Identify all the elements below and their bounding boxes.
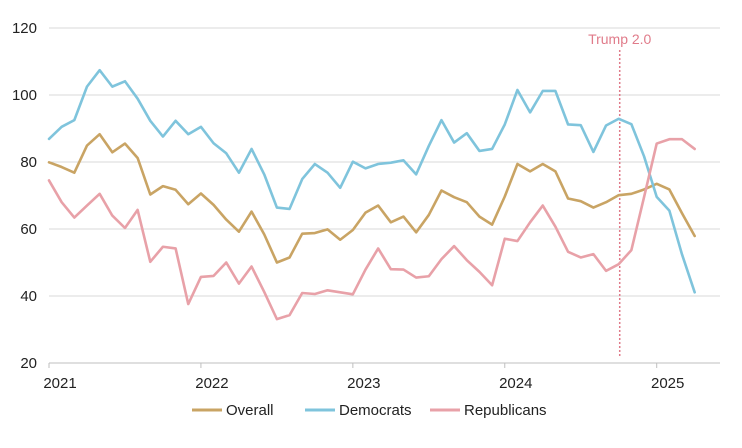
annotation: Trump 2.0	[588, 31, 652, 357]
y-tick-labels: 20 40 60 80 100 120	[12, 20, 37, 372]
y-tick-label: 80	[20, 154, 37, 171]
series-line-overall	[47, 132, 696, 264]
x-tick-label: 2023	[347, 375, 380, 392]
x-tick-label: 2021	[43, 375, 76, 392]
x-tick-labels: 2021 2022 2023 2024 2025	[43, 363, 684, 392]
series-line-republicans	[47, 137, 696, 321]
x-tick-label: 2024	[499, 375, 532, 392]
x-tick-label: 2022	[195, 375, 228, 392]
y-tick-label: 20	[20, 355, 37, 372]
y-tick-label: 100	[12, 87, 37, 104]
y-tick-label: 40	[20, 288, 37, 305]
legend-item-republicans: Republicans	[430, 402, 547, 419]
legend-item-overall: Overall	[192, 402, 274, 419]
legend: Overall Democrats Republicans	[192, 402, 547, 419]
legend-item-democrats: Democrats	[305, 402, 412, 419]
y-tick-label: 120	[12, 20, 37, 37]
x-tick-label: 2025	[651, 375, 684, 392]
series-line-democrats	[47, 68, 696, 294]
legend-label: Democrats	[339, 402, 412, 419]
trump-2-0-label: Trump 2.0	[588, 31, 651, 47]
legend-label: Overall	[226, 402, 274, 419]
grid-lines	[49, 27, 720, 297]
legend-label: Republicans	[464, 402, 547, 419]
series-lines	[47, 68, 696, 321]
y-tick-label: 60	[20, 221, 37, 238]
